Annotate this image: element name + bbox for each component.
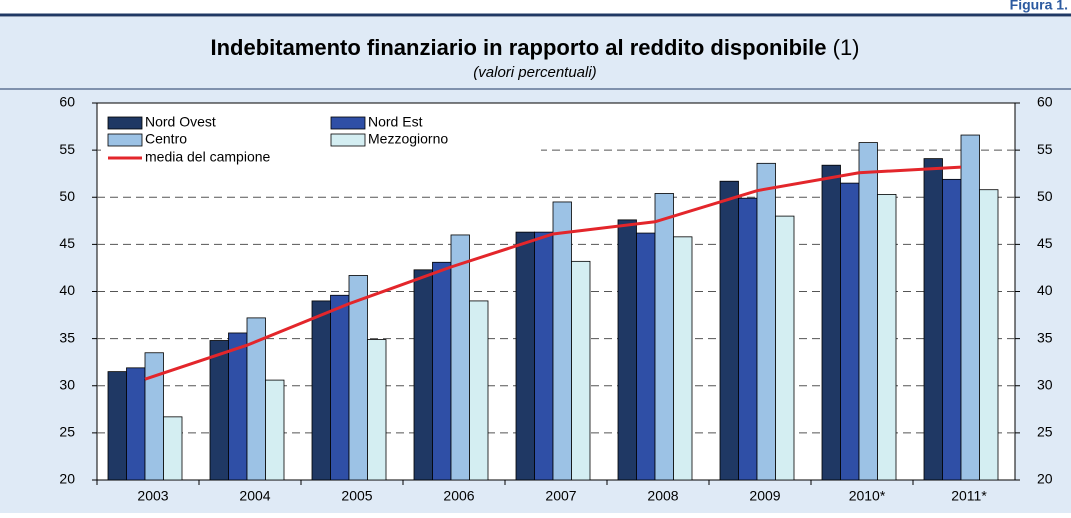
y2-tick-label: 40 — [1037, 282, 1053, 298]
bar — [144, 352, 164, 481]
bar — [738, 197, 758, 481]
y2-tick-label: 30 — [1037, 376, 1053, 392]
x-tick-label: 2008 — [647, 488, 678, 504]
figure-label: Figura 1. — [1010, 0, 1068, 13]
bar — [756, 162, 776, 481]
legend-label: Centro — [145, 131, 187, 147]
x-tick-label: 2011* — [951, 488, 987, 504]
x-tick-label: 2003 — [137, 488, 168, 504]
bar — [877, 194, 897, 481]
y-tick-label: 50 — [59, 188, 75, 204]
chart-subtitle: (valori percentuali) — [473, 64, 596, 81]
x-tick-label: 2007 — [545, 488, 576, 504]
bar — [469, 300, 489, 481]
y-tick-label: 35 — [59, 329, 75, 345]
y-tick-label: 20 — [59, 471, 75, 487]
bar — [654, 193, 674, 481]
y2-tick-label: 60 — [1037, 94, 1053, 110]
bar — [348, 275, 368, 481]
bar — [840, 182, 860, 481]
y-tick-label: 30 — [59, 376, 75, 392]
x-tick-label: 2009 — [749, 488, 780, 504]
x-tick-label: 2004 — [239, 488, 270, 504]
y-tick-label: 45 — [59, 235, 75, 251]
bar — [228, 332, 248, 481]
bar — [858, 142, 878, 481]
bar — [979, 189, 999, 481]
y-tick-label: 40 — [59, 282, 75, 298]
x-tick-label: 2005 — [341, 488, 372, 504]
bar — [821, 164, 841, 481]
bar — [923, 158, 943, 481]
title-main: Indebitamento finanziario in rapporto al… — [210, 35, 826, 60]
legend-swatch — [107, 116, 143, 130]
y2-tick-label: 45 — [1037, 235, 1053, 251]
bar — [942, 178, 962, 481]
bar — [534, 231, 554, 481]
bar — [330, 294, 350, 481]
title-note: (1) — [833, 35, 860, 60]
y-tick-label: 60 — [59, 94, 75, 110]
bar — [719, 180, 739, 481]
legend-box — [101, 109, 541, 171]
legend-swatch — [330, 133, 366, 147]
legend-label: Nord Est — [368, 114, 423, 130]
bar — [126, 367, 146, 481]
bar — [450, 234, 470, 481]
chart-title: Indebitamento finanziario in rapporto al… — [210, 35, 859, 60]
bar — [163, 416, 183, 481]
bar — [311, 300, 331, 481]
bar — [107, 371, 127, 481]
marks: 2003 2004 2005 2006 2007 2008 2009 2010* 2011* — [96, 134, 999, 504]
y-tick-label: 55 — [59, 141, 75, 157]
legend-label: media del campione — [145, 149, 271, 165]
bar — [552, 201, 572, 481]
bar — [367, 339, 387, 481]
bar — [775, 215, 795, 481]
y2-tick-label: 50 — [1037, 188, 1053, 204]
line — [144, 165, 962, 381]
bar — [960, 134, 980, 481]
legend: Nord Ovest Nord Est Centro Mezzogiorno media… — [101, 109, 541, 171]
bar — [515, 231, 535, 481]
legend-label: Nord Ovest — [145, 114, 216, 130]
bar — [617, 219, 637, 481]
bar — [636, 232, 656, 481]
legend-label: Mezzogiorno — [368, 131, 448, 147]
legend-swatch — [330, 116, 366, 130]
y-tick-label: 25 — [59, 424, 75, 440]
y2-tick-label: 55 — [1037, 141, 1053, 157]
y2-tick-label: 20 — [1037, 471, 1053, 487]
legend-swatch — [107, 133, 143, 147]
bar — [673, 236, 693, 481]
bar — [265, 379, 285, 481]
y2-tick-label: 25 — [1037, 424, 1053, 440]
bar — [413, 269, 433, 481]
bar — [571, 260, 591, 481]
bar — [432, 261, 452, 481]
x-tick-label: 2010* — [849, 488, 886, 504]
bar — [209, 340, 229, 481]
x-tick-label: 2006 — [443, 488, 474, 504]
y2-tick-label: 35 — [1037, 329, 1053, 345]
